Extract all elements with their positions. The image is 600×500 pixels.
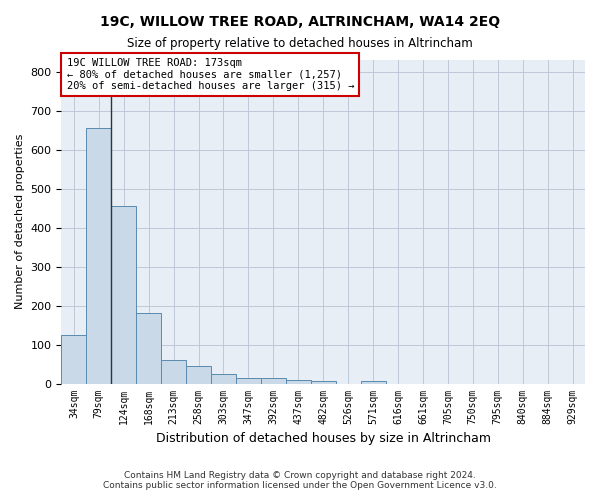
Bar — [286, 380, 311, 384]
X-axis label: Distribution of detached houses by size in Altrincham: Distribution of detached houses by size … — [156, 432, 491, 445]
Bar — [261, 378, 286, 384]
Text: Contains HM Land Registry data © Crown copyright and database right 2024.
Contai: Contains HM Land Registry data © Crown c… — [103, 470, 497, 490]
Bar — [186, 366, 211, 384]
Bar — [161, 360, 186, 384]
Text: 19C, WILLOW TREE ROAD, ALTRINCHAM, WA14 2EQ: 19C, WILLOW TREE ROAD, ALTRINCHAM, WA14 … — [100, 15, 500, 29]
Bar — [111, 206, 136, 384]
Bar — [361, 381, 386, 384]
Bar — [86, 128, 111, 384]
Bar — [136, 312, 161, 384]
Text: Size of property relative to detached houses in Altrincham: Size of property relative to detached ho… — [127, 38, 473, 51]
Bar — [211, 374, 236, 384]
Bar — [61, 335, 86, 384]
Bar — [311, 381, 335, 384]
Text: 19C WILLOW TREE ROAD: 173sqm
← 80% of detached houses are smaller (1,257)
20% of: 19C WILLOW TREE ROAD: 173sqm ← 80% of de… — [67, 58, 354, 91]
Y-axis label: Number of detached properties: Number of detached properties — [15, 134, 25, 310]
Bar — [236, 378, 261, 384]
